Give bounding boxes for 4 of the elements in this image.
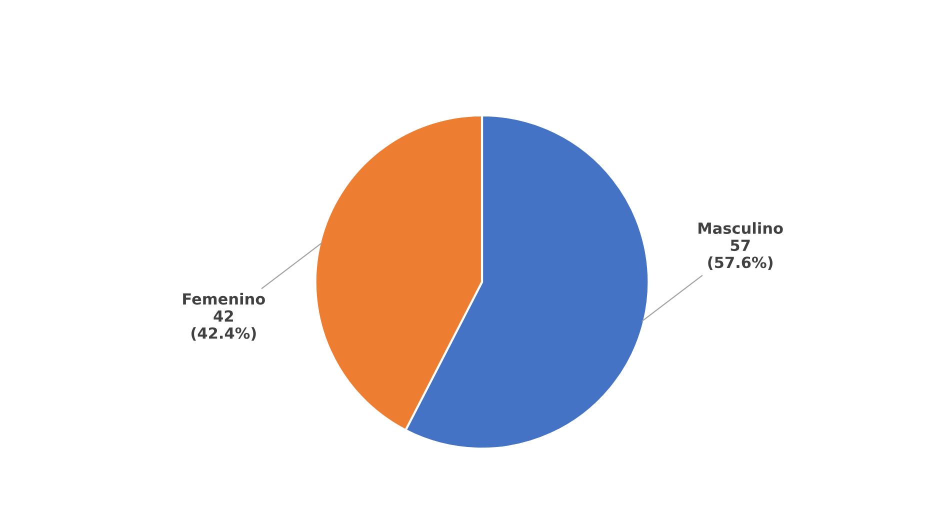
data-label: 57 (57.6%) bbox=[708, 240, 773, 270]
slice-label: Femenino bbox=[183, 292, 265, 305]
data-label: 42 (42.4%) bbox=[191, 310, 256, 341]
slice-label: Masculino bbox=[698, 222, 783, 234]
